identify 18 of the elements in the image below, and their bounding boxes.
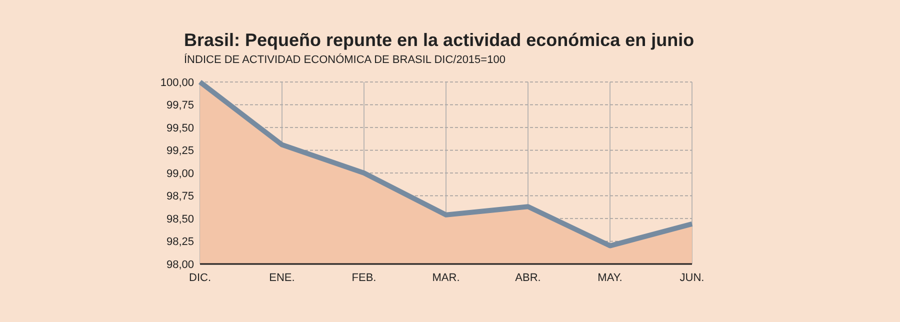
x-tick-label: ABR. <box>515 272 541 284</box>
x-tick-label: FEB. <box>352 272 376 284</box>
y-tick-label: 99,75 <box>166 100 194 112</box>
x-tick-label: MAY. <box>598 272 622 284</box>
y-tick-label: 98,00 <box>166 258 194 271</box>
y-tick-label: 98,25 <box>166 236 194 248</box>
x-tick-label: ENE. <box>269 272 295 284</box>
y-tick-label: 99,00 <box>166 168 194 180</box>
y-tick-label: 99,50 <box>166 122 194 134</box>
chart-subtitle: ÍNDICE DE ACTIVIDAD ECONÓMICA DE BRASIL DIC/2015=100 <box>184 53 506 66</box>
x-tick-label: DIC. <box>189 272 211 284</box>
y-tick-label: 98,50 <box>166 213 194 226</box>
x-tick-label: JUN. <box>680 272 704 284</box>
y-tick-label: 100,00 <box>160 76 194 89</box>
y-tick-label: 99,25 <box>166 145 194 158</box>
y-tick-label: 98,75 <box>166 190 194 203</box>
x-tick-label: MAR. <box>432 272 460 284</box>
chart-title: Brasil: Pequeño repunte en la actividad económica en junio <box>184 30 694 50</box>
